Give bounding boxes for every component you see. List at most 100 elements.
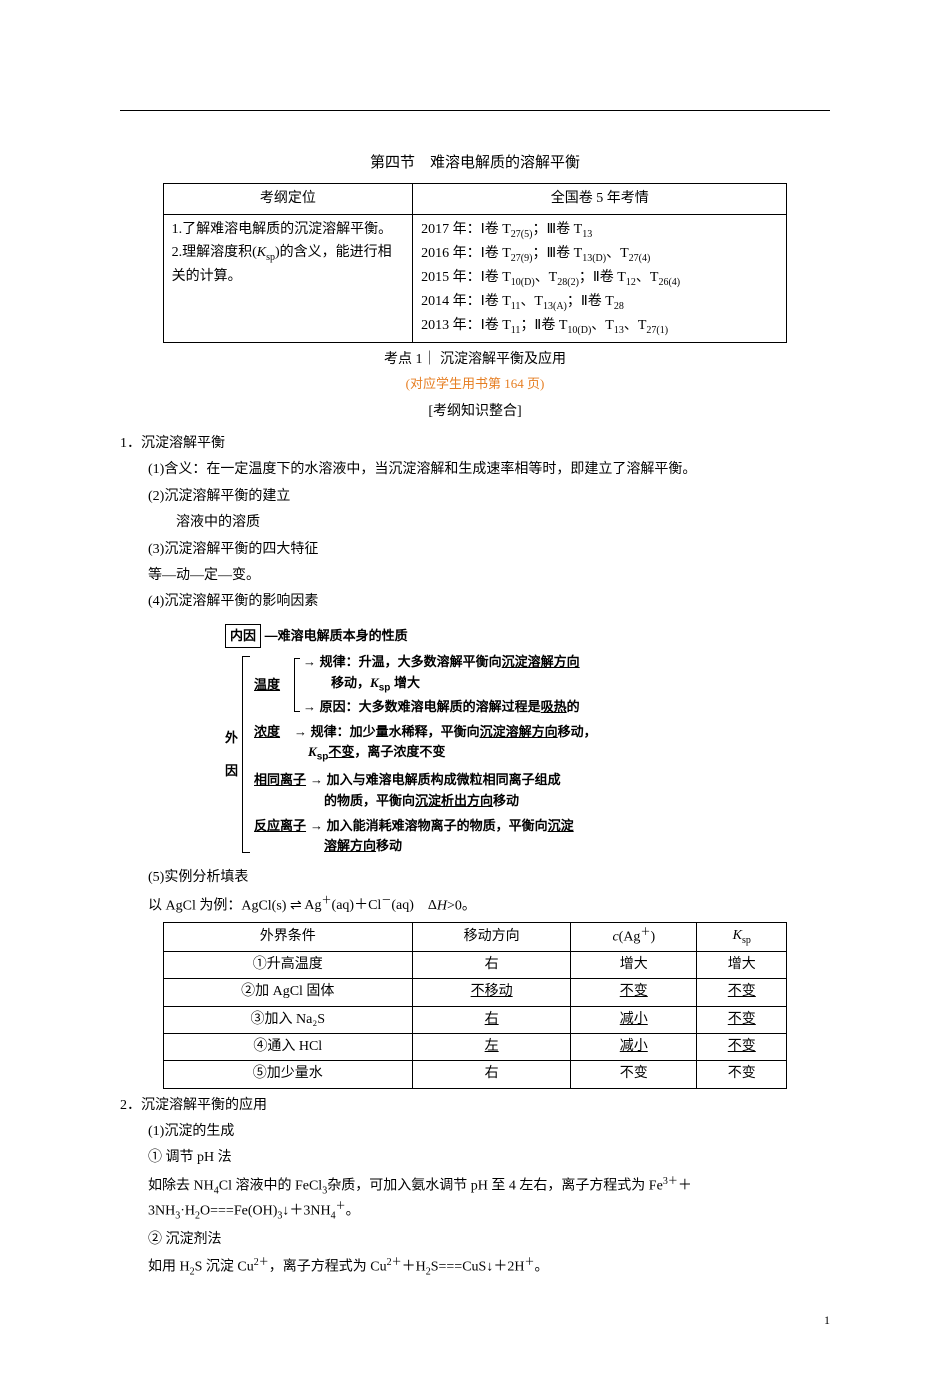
factors-diagram: 内因 —难溶电解质本身的性质 外 因 温度 → 规律：升温，大多数溶解平衡向沉淀… [225, 624, 725, 858]
para-1-2: (2)沉淀溶解平衡的建立 [148, 486, 830, 508]
example-tbody: ①升高温度右增大增大②加 AgCl 固体不移动不变不变③加入 Na₂S右减小不变… [163, 951, 787, 1088]
cell-dir: 右 [412, 951, 570, 978]
cell-cond: ①升高温度 [163, 951, 412, 978]
outline-header-left: 考纲定位 [163, 184, 413, 215]
table-row: ①升高温度右增大增大 [163, 951, 787, 978]
conc-rule: 规律：加少量水稀释，平衡向 [311, 724, 480, 739]
table-row: ②加 AgCl 固体不移动不变不变 [163, 979, 787, 1006]
subtopic-line: (对应学生用书第 164 页) [120, 374, 830, 395]
year-2016: 2016 年：Ⅰ卷 T27(9)；Ⅲ卷 T13(D)、T27(4) [421, 243, 778, 267]
year-2013: 2013 年：Ⅰ卷 T11；Ⅱ卷 T10(D)、T13、T27(1) [421, 315, 778, 339]
year-2015: 2015 年：Ⅰ卷 T10(D)、T28(2)；Ⅱ卷 T12、T26(4) [421, 267, 778, 291]
same-rule-line: → 加入与难溶电解质构成微粒相同离子组成 [310, 770, 561, 791]
outer-label-2: 因 [225, 755, 238, 788]
temp-rule-ul: 沉淀溶解方向 [502, 654, 580, 669]
conc-label: 浓度 [254, 722, 294, 766]
para-2-1: (1)沉淀的生成 [148, 1121, 830, 1143]
conc-group: 浓度 → 规律：加少量水稀释，平衡向沉淀溶解方向移动， Ksp不变，离子浓度不变 [254, 722, 725, 766]
year-2014: 2014 年：Ⅰ卷 T11、T13(A)；Ⅱ卷 T28 [421, 291, 778, 315]
example-intro-2: Ag＋(aq)＋Cl－(aq) Δ [304, 898, 436, 913]
para-1-3b: 等—动—定—变。 [148, 565, 830, 587]
same-rule-line2: 的物质，平衡向沉淀析出方向移动 [310, 791, 561, 812]
conc-rule-ul: 沉淀溶解方向 [480, 724, 558, 739]
conc-rule-line2: Ksp不变，离子浓度不变 [294, 742, 597, 766]
page-number: 1 [120, 1311, 830, 1330]
outer-bracket [242, 656, 250, 853]
outline-right-cell: 2017 年：Ⅰ卷 T27(5)；Ⅲ卷 T13 2016 年：Ⅰ卷 T27(9)… [413, 215, 787, 343]
equilibrium-arrow-icon: ⇌ [290, 898, 304, 913]
ex-header-1: 移动方向 [412, 922, 570, 951]
table-row: ③加入 Na₂S右减小不变 [163, 1006, 787, 1033]
inner-factor-dash: — [265, 628, 278, 643]
conc-content: → 规律：加少量水稀释，平衡向沉淀溶解方向移动， Ksp不变，离子浓度不变 [294, 722, 597, 766]
cell-c: 减小 [571, 1006, 697, 1033]
react-rule: 加入能消耗难溶物离子的物质，平衡向 [327, 818, 548, 833]
cell-dir: 不移动 [412, 979, 570, 1006]
heading-1-2: 2．沉淀溶解平衡的应用 [120, 1095, 830, 1117]
bracket-heading: [考纲知识整合] [120, 401, 830, 423]
temp-rule: 规律：升温，大多数溶解平衡向 [320, 654, 502, 669]
para-2-1b-text: 如用 H2S 沉淀 Cu2＋，离子方程式为 Cu2＋＋H2S===CuS↓＋2H… [148, 1255, 830, 1280]
react-ion-label: 反应离子 [254, 816, 310, 858]
cell-dir: 右 [412, 1061, 570, 1088]
para-1-1: (1)含义：在一定温度下的水溶液中，当沉淀溶解和生成速率相等时，即建立了溶解平衡… [148, 459, 830, 481]
conc-rule3-ul: 不变 [328, 744, 354, 759]
cell-cond: ②加 AgCl 固体 [163, 979, 412, 1006]
same-ion-label: 相同离子 [254, 770, 310, 812]
topic-line: 考点 1｜ 沉淀溶解平衡及应用 [120, 349, 830, 371]
cell-k: 不变 [697, 1061, 787, 1088]
react-rule-ul1: 沉淀 [548, 818, 574, 833]
para-1-4: (4)沉淀溶解平衡的影响因素 [148, 591, 830, 613]
temp-label: 温度 [254, 675, 294, 696]
para-1-2b: 溶液中的溶质 [176, 512, 830, 534]
same-rule2: 移动 [493, 793, 519, 808]
outer-label-1: 外 [225, 722, 238, 755]
temp-reason-line: → 原因：大多数难溶电解质的溶解过程是吸热的 [303, 697, 580, 718]
cell-c: 不变 [571, 979, 697, 1006]
para-2-1b: ② 沉淀剂法 [148, 1229, 830, 1251]
example-intro-3: >0。 [447, 898, 476, 913]
cell-cond: ④通入 HCl [163, 1033, 412, 1060]
cell-cond: ③加入 Na₂S [163, 1006, 412, 1033]
same-ion-content: → 加入与难溶电解质构成微粒相同离子组成 的物质，平衡向沉淀析出方向移动 [310, 770, 561, 812]
outline-left-text: 1.了解难溶电解质的沉淀溶解平衡。2.理解溶度积(Ksp)的含义，能进行相关的计… [172, 222, 393, 283]
section-title: 第四节 难溶电解质的溶解平衡 [120, 151, 830, 175]
cell-dir: 右 [412, 1006, 570, 1033]
outer-factor-label: 外 因 [225, 652, 238, 857]
temp-rule-line2: 移动，Ksp 增大 [303, 673, 580, 697]
example-intro-1: 以 AgCl 为例：AgCl(s) [148, 898, 286, 913]
ammonium-sub: 4 [331, 1211, 336, 1222]
table-row: ④通入 HCl左减小不变 [163, 1033, 787, 1060]
react-rule-ul2: 溶解方向 [324, 838, 376, 853]
same-ion-group: 相同离子 → 加入与难溶电解质构成微粒相同离子组成 的物质，平衡向沉淀析出方向移… [254, 770, 725, 812]
react-rule-line2: 溶解方向移动 [310, 836, 574, 857]
temp-reason2: 的 [567, 699, 580, 714]
example-intro: 以 AgCl 为例：AgCl(s) ⇌ Ag＋(aq)＋Cl－(aq) ΔH>0… [148, 894, 830, 918]
para-2-1a-text: 如除去 NH4Cl 溶液中的 FeCl3杂质，可加入氨水调节 pH 至 4 左右… [148, 1174, 830, 1225]
cell-k: 不变 [697, 1033, 787, 1060]
content-body: 1．沉淀溶解平衡 (1)含义：在一定温度下的水溶液中，当沉淀溶解和生成速率相等时… [120, 433, 830, 1281]
same-rule-ul: 沉淀析出方向 [415, 793, 493, 808]
year-2017: 2017 年：Ⅰ卷 T27(5)；Ⅲ卷 T13 [421, 219, 778, 243]
ex-header-0: 外界条件 [163, 922, 412, 951]
outer-content: 温度 → 规律：升温，大多数溶解平衡向沉淀溶解方向 移动，Ksp 增大 → 原因… [254, 652, 725, 857]
cell-dir: 左 [412, 1033, 570, 1060]
react-ion-group: 反应离子 → 加入能消耗难溶物离子的物质，平衡向沉淀 溶解方向移动 [254, 816, 725, 858]
conc-rule4: ，离子浓度不变 [354, 744, 445, 759]
cell-k: 不变 [697, 979, 787, 1006]
cell-cond: ⑤加少量水 [163, 1061, 412, 1088]
temp-content: → 规律：升温，大多数溶解平衡向沉淀溶解方向 移动，Ksp 增大 → 原因：大多… [303, 652, 580, 717]
temp-reason: 原因：大多数难溶电解质的溶解过程是 [320, 699, 541, 714]
outline-header-right: 全国卷 5 年考情 [413, 184, 787, 215]
table-row: ⑤加少量水右不变不变 [163, 1061, 787, 1088]
header-rule [120, 110, 830, 111]
temp-bracket [294, 658, 300, 711]
conc-rule2: 移动， [558, 724, 597, 739]
ammonium-sup: ＋ [336, 1201, 346, 1212]
ex-header-3: Ksp [697, 922, 787, 951]
example-intro-h: H [437, 898, 447, 913]
temp-rule-line: → 规律：升温，大多数溶解平衡向沉淀溶解方向 [303, 652, 580, 673]
cell-c: 增大 [571, 951, 697, 978]
inner-factor-row: 内因 —难溶电解质本身的性质 [225, 624, 725, 649]
conc-rule-line: → 规律：加少量水稀释，平衡向沉淀溶解方向移动， [294, 722, 597, 743]
